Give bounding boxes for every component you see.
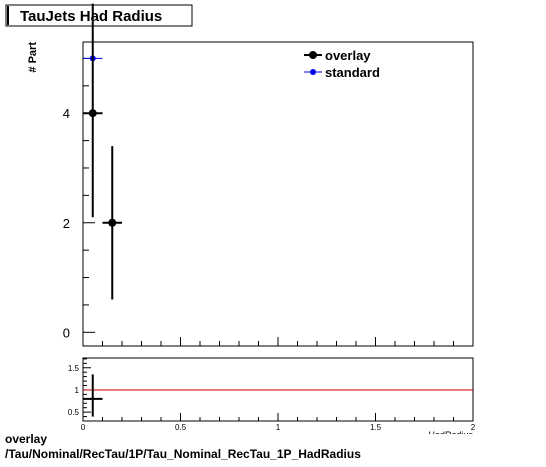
legend-marker-overlay — [309, 51, 317, 59]
ratio-axes: 0.511.50 0.5 1 1.5 2 — [68, 358, 476, 432]
footer-line-2: /Tau/Nominal/RecTau/1P/Tau_Nominal_RecTa… — [5, 447, 361, 461]
ratio-x-tick-label: 0 — [81, 423, 86, 432]
x-axis-label: HadRadius — [428, 430, 473, 440]
y-tick-label: 2 — [63, 216, 70, 231]
chart-title: TauJets Had Radius — [20, 8, 162, 25]
y-axis-label: # Part — [27, 42, 39, 73]
ratio-x-tick-label: 1 — [276, 423, 281, 432]
legend: overlay standard — [304, 48, 380, 80]
footer-line-1: overlay — [5, 432, 47, 446]
legend-label-standard: standard — [325, 65, 380, 80]
ratio-data-marks — [83, 374, 473, 417]
y-tick-label: 4 — [63, 106, 70, 121]
overlay-point — [88, 109, 97, 118]
overlay-point — [108, 218, 117, 227]
main-data-marks — [83, 3, 122, 300]
legend-marker-standard — [310, 69, 316, 75]
legend-label-overlay: overlay — [325, 48, 371, 63]
ratio-x-tick-label: 2 — [471, 423, 476, 432]
main-plot-frame — [82, 41, 474, 347]
ratio-y-tick-label: 1 — [75, 386, 80, 395]
ratio-x-tick-label: 1.5 — [370, 423, 382, 432]
ratio-x-tick-label: 0.5 — [175, 423, 187, 432]
title-box: TauJets Had Radius — [5, 4, 193, 27]
ratio-y-tick-label: 1.5 — [68, 364, 80, 373]
ratio-y-tick-label: 0.5 — [68, 408, 80, 417]
y-tick-label: 0 — [63, 325, 70, 340]
